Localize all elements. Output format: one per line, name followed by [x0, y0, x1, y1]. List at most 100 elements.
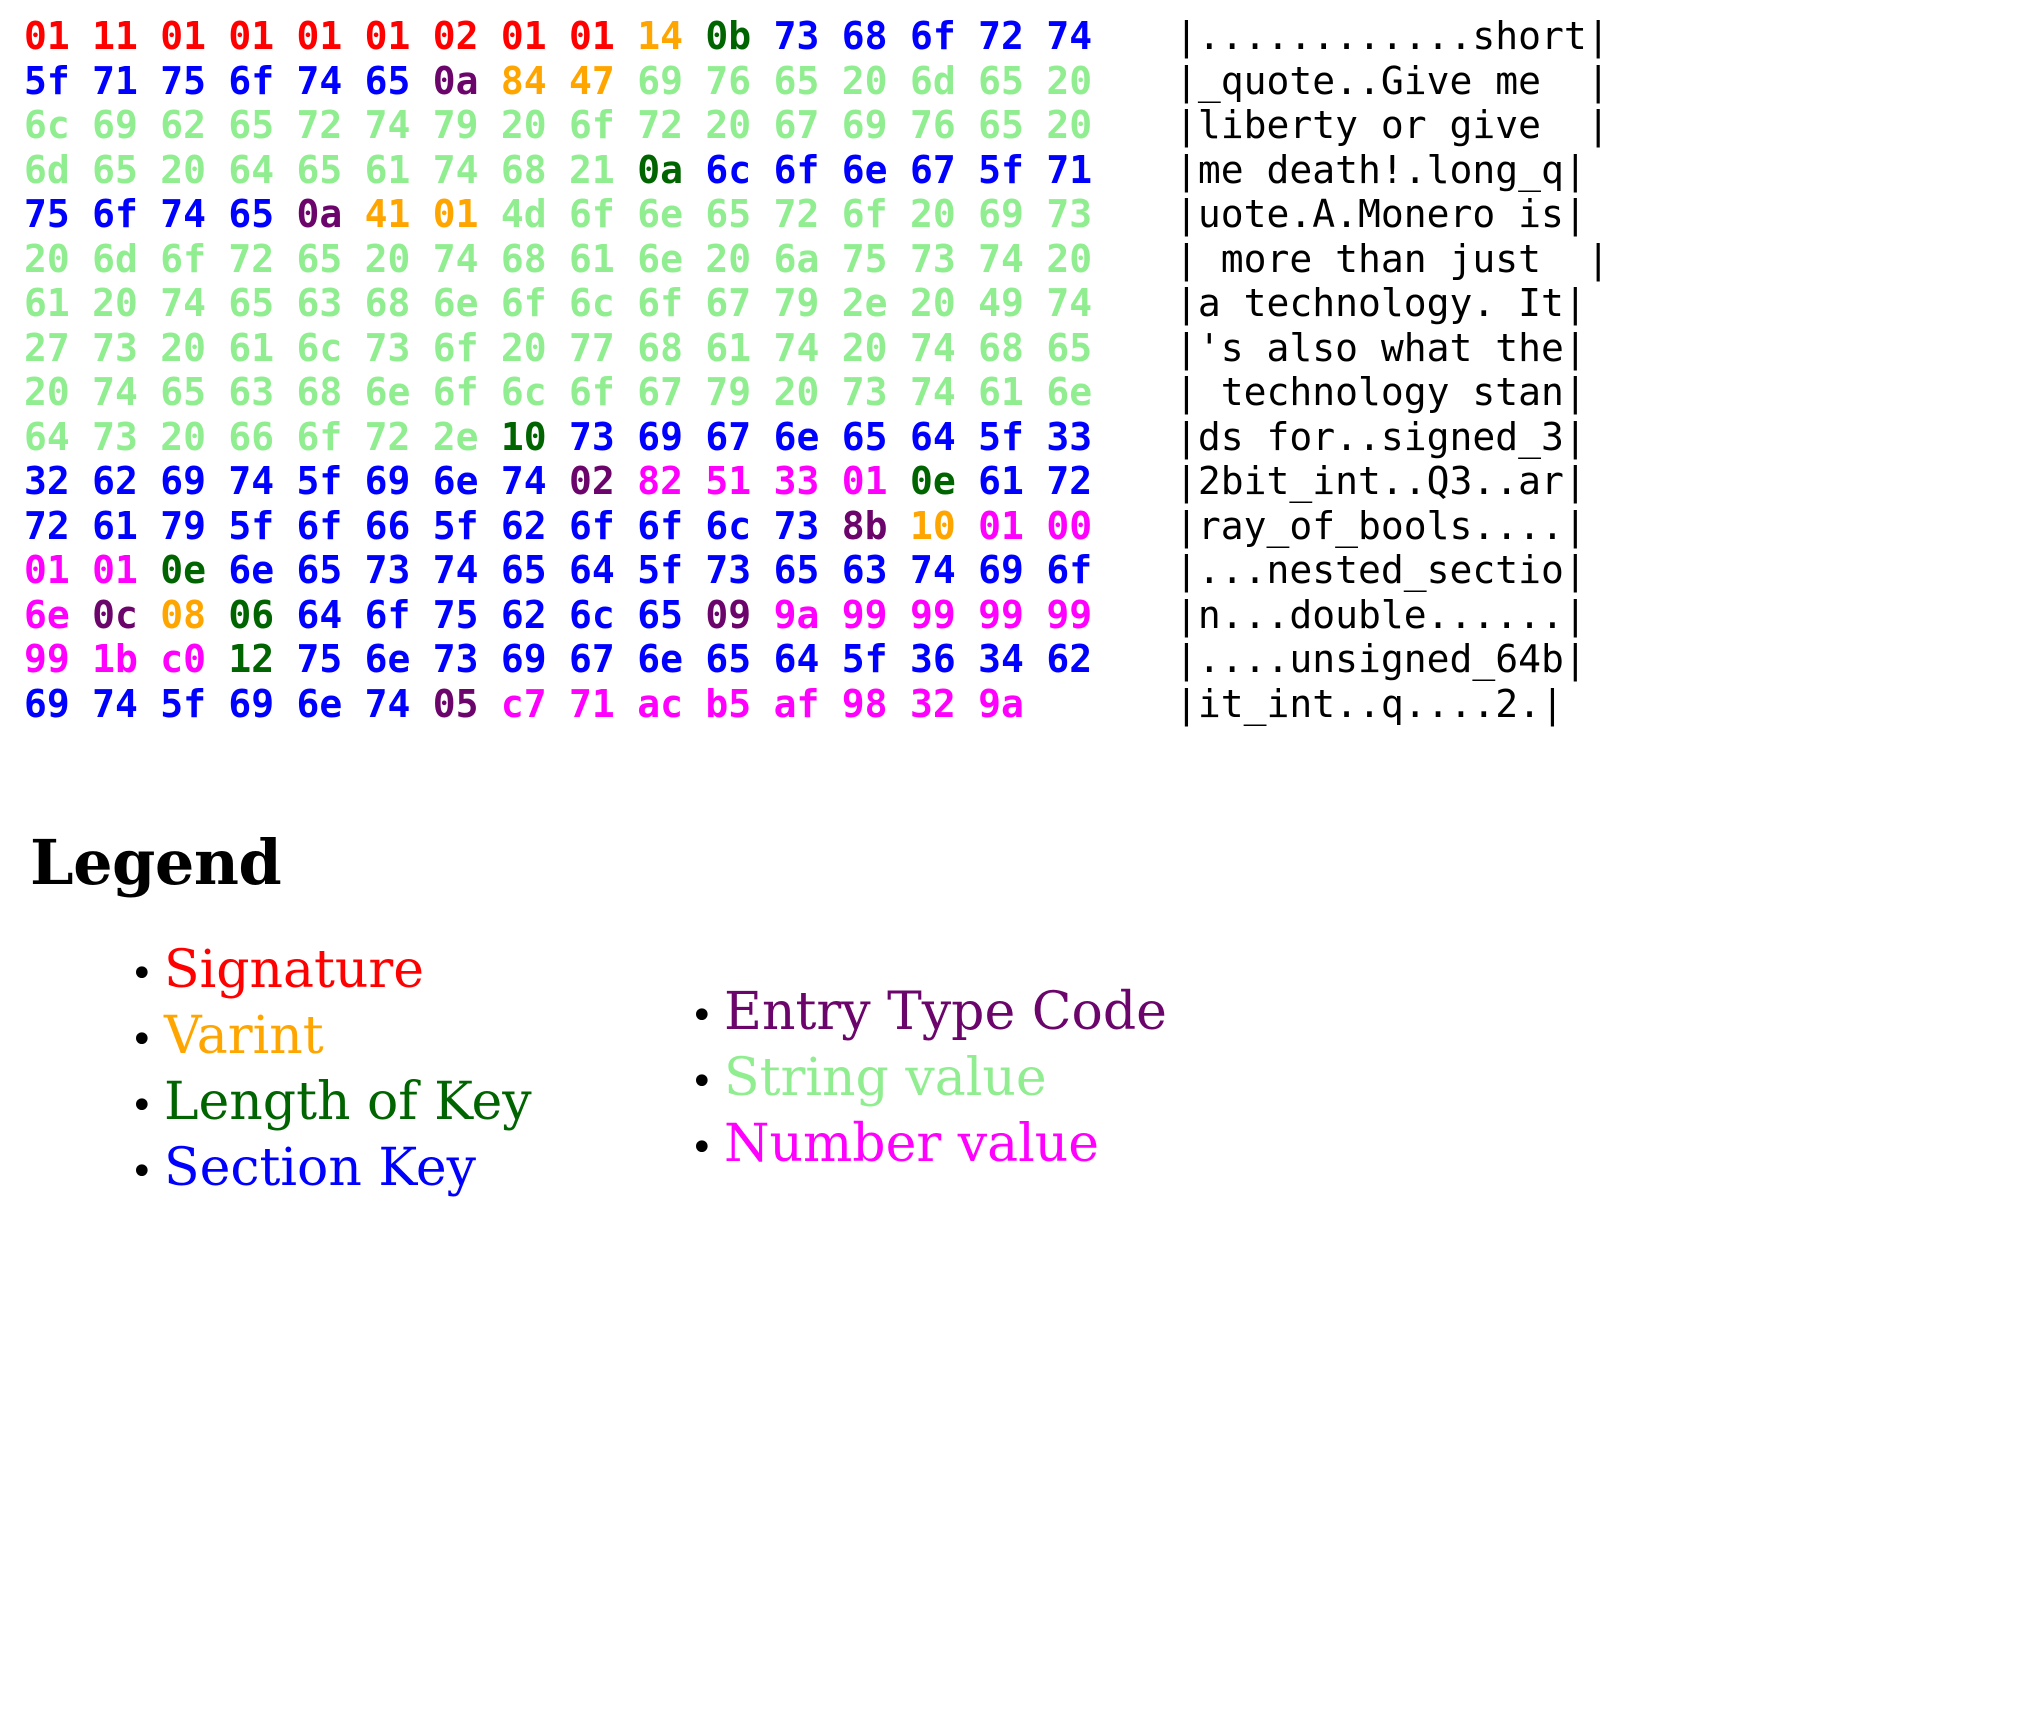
hex-byte: 05 [432, 681, 479, 726]
legend-item-label: Entry Type Code [724, 982, 1167, 1042]
hex-byte: 74 [432, 548, 479, 592]
hex-byte-group-right: 67 6e 65 64 5f 36 34 62 [569, 637, 1129, 682]
hex-byte: 6c [569, 592, 615, 637]
hex-byte: 67 [569, 637, 615, 681]
hex-byte: 71 [92, 58, 138, 103]
hex-byte-group-left: 27 73 20 61 6c 73 6f 20 [24, 326, 569, 371]
hex-byte-group-left: 64 73 20 66 6f 72 2e 10 [24, 415, 569, 460]
hex-byte: 65 [705, 192, 752, 236]
hex-byte: 36 [909, 637, 956, 681]
hex-byte: 68 [364, 281, 411, 325]
hex-byte: 6f [569, 503, 615, 548]
hex-byte: 6a [773, 236, 820, 281]
hex-byte: 99 [909, 592, 956, 637]
hex-byte: 6c [705, 503, 752, 548]
hex-byte: 62 [1046, 637, 1093, 681]
hex-byte: 71 [569, 681, 615, 726]
hex-byte: 20 [909, 281, 956, 325]
hex-row: 01 01 0e 6e 65 73 74 65 64 5f 73 65 63 74 69 6f |...nest… [24, 548, 2022, 593]
hex-byte: 74 [909, 370, 956, 414]
hex-byte: 6f [1046, 548, 1093, 592]
legend-item-label: Section Key [164, 1138, 476, 1198]
hex-byte: 6c [705, 147, 752, 192]
hex-byte: 01 [296, 14, 343, 58]
hex-byte: 69 [637, 414, 683, 459]
hex-byte: 5f [228, 503, 275, 548]
hex-byte: 74 [1046, 281, 1093, 325]
legend-column-left: • Signature • Varint • Length of Key • Section … [30, 941, 690, 1205]
ascii-column: |ray_of_bools....| [1175, 503, 1587, 548]
ascii-column: |ds for..signed_3| [1175, 414, 1587, 459]
hex-byte-group-right: 6f 6f 6c 73 8b 10 01 00 [569, 504, 1129, 549]
hex-byte: 62 [160, 103, 207, 147]
hex-byte: 72 [978, 14, 1024, 58]
hex-byte: 4d [500, 192, 547, 236]
hex-byte: 65 [296, 548, 343, 592]
bullet-icon: • [130, 951, 154, 997]
legend-columns: • Signature • Varint • Length of Key • Section … [30, 941, 2022, 1205]
hex-byte: 6e [773, 414, 820, 459]
hex-byte-group-right: 6f 67 79 20 73 74 61 6e [569, 370, 1129, 415]
hex-byte: 5f [160, 681, 207, 726]
hex-byte: 75 [160, 58, 207, 103]
hex-byte-group-left: 72 61 79 5f 6f 66 5f 62 [24, 504, 569, 549]
legend-column-right: • Entry Type Code • String value • Number val… [690, 983, 1390, 1181]
legend-item-label: String value [724, 1048, 1047, 1108]
hex-byte: 79 [705, 370, 752, 414]
hex-byte: 69 [978, 192, 1024, 236]
hex-byte: 6f [500, 281, 547, 325]
hex-byte: 01 [841, 459, 888, 503]
hex-byte: 61 [364, 147, 411, 192]
hex-byte: 68 [978, 325, 1024, 370]
hex-byte: 65 [773, 58, 820, 103]
hex-byte: 79 [160, 503, 207, 548]
ascii-column: | technology stan| [1175, 370, 1587, 414]
hex-byte: 0b [705, 14, 752, 58]
hex-byte: 34 [978, 637, 1024, 681]
bullet-icon: • [690, 993, 714, 1039]
hex-byte-group-left: 01 01 0e 6e 65 73 74 65 [24, 548, 569, 593]
hex-byte: 74 [92, 370, 138, 414]
hex-byte-group-left: 75 6f 74 65 0a 41 01 4d [24, 192, 569, 237]
hex-byte: 6d [92, 236, 138, 281]
hex-byte: 72 [296, 103, 343, 147]
hex-byte: 6f [432, 370, 479, 414]
hex-byte: 9a [773, 592, 820, 637]
hex-byte: 6e [637, 192, 683, 236]
ascii-column: |uote.A.Monero is| [1175, 192, 1587, 236]
legend-item-label: Number value [724, 1114, 1100, 1174]
hex-byte: ac [637, 681, 683, 726]
hex-byte: 6f [432, 325, 479, 370]
hex-byte: 67 [909, 147, 956, 192]
hex-byte: 61 [705, 325, 752, 370]
hex-byte: 71 [1046, 147, 1093, 192]
hex-byte: 65 [705, 637, 752, 681]
hex-byte: 75 [432, 592, 479, 637]
hex-byte: 68 [296, 370, 343, 414]
hex-byte: 69 [228, 681, 275, 726]
hex-byte: 99 [841, 592, 888, 637]
hex-byte: 65 [978, 58, 1024, 103]
hex-byte: 79 [773, 281, 820, 325]
hex-byte: 74 [160, 281, 207, 325]
hex-byte: 74 [500, 459, 547, 503]
hex-byte-group-left: 6e 0c 08 06 64 6f 75 62 [24, 593, 569, 638]
hex-byte: 6e [296, 681, 343, 726]
hex-byte: 49 [978, 281, 1024, 325]
hex-row: 32 62 69 74 5f 69 6e 74 02 82 51 33 01 0e 61 72 |2bit_in… [24, 459, 2022, 504]
hex-byte: c7 [500, 681, 547, 726]
hex-byte: 6d [24, 147, 70, 192]
hex-byte: 74 [296, 58, 343, 103]
bullet-icon: • [690, 1125, 714, 1171]
hex-row: 20 74 65 63 68 6e 6f 6c 6f 67 79 20 73 74 61 6e | techno… [24, 370, 2022, 415]
hex-byte: 72 [24, 503, 70, 548]
hex-byte: 99 [1046, 592, 1093, 637]
hex-byte: 73 [432, 637, 479, 681]
legend-section: Legend • Signature • Varint • Length of Key • S… [0, 826, 2022, 1205]
hex-byte: 6f [228, 58, 275, 103]
hex-byte: 00 [1046, 503, 1093, 548]
legend-item-length-of-key: • Length of Key [130, 1073, 690, 1135]
hex-byte: 74 [978, 236, 1024, 281]
hex-byte: 73 [92, 325, 138, 370]
ascii-column: |....unsigned_64b| [1175, 637, 1587, 681]
